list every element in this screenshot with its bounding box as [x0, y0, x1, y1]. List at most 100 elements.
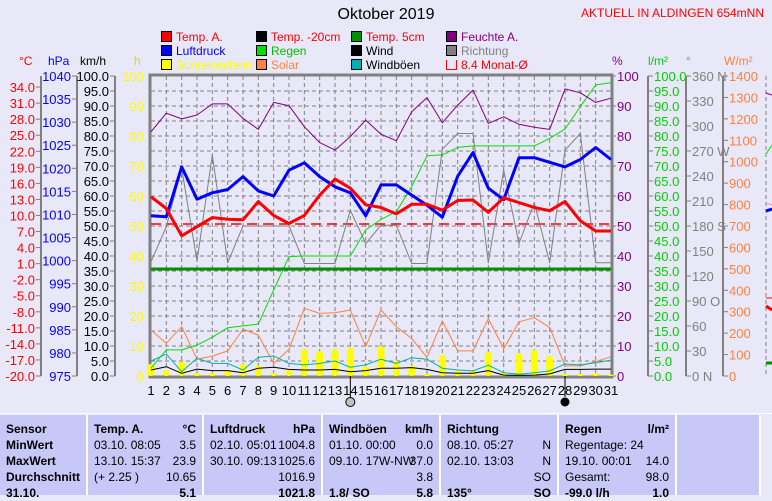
legend-swatch-icon	[256, 31, 267, 42]
cell-value: 1016.9	[278, 470, 315, 484]
table-row	[683, 437, 753, 453]
axis-tick-label: 1200	[729, 112, 758, 127]
sunshine-bar	[162, 370, 170, 376]
sunshine-bar	[193, 373, 201, 376]
axis-tick-label: 400	[729, 283, 751, 298]
axis-tick-label: 1010	[42, 207, 71, 222]
table-row	[683, 469, 753, 485]
axis-tick-label: 0	[617, 369, 624, 384]
location-label: AKTUELL IN ALDINGEN 654mNN	[581, 6, 764, 20]
x-tick-label: 19	[420, 383, 434, 398]
sunshine-bar	[515, 353, 523, 376]
axis-tick-label: 150	[692, 244, 714, 259]
legend-item: Solar	[256, 59, 299, 72]
legend-label: Temp. -20cm	[271, 30, 341, 44]
axis-tick-label: 30.0	[654, 279, 679, 294]
sunshine-bar	[208, 373, 216, 376]
table-header: 1.8/ SO 5.8	[329, 485, 433, 501]
table-column: Regen l/m² Regentage: 24 19.10. 00:01 14.0 Ge…	[559, 415, 677, 500]
axis-tick-label: 60	[130, 189, 144, 204]
axis-tick-label: 990	[49, 300, 71, 315]
x-tick-label: 4	[193, 383, 200, 398]
cell-label: 1.8/ SO	[329, 486, 370, 500]
x-tick-label: 6	[224, 383, 231, 398]
axis-tick-label: 300	[692, 119, 714, 134]
cell-label: Temp. A.	[94, 422, 144, 436]
cell-label: 02.10. 13:03	[447, 454, 514, 468]
series-line-wind	[150, 366, 611, 376]
cell-label: Sensor	[6, 422, 47, 436]
x-tick-label: 1	[147, 383, 154, 398]
series-line-windb-en	[150, 353, 612, 375]
cell-value: 5.1	[179, 486, 196, 500]
cell-value: N	[542, 438, 551, 452]
axis-tick-label: 90.0	[654, 99, 679, 114]
axis-tick-label: -14.0	[5, 337, 35, 352]
table-header	[683, 485, 753, 501]
cell-label: Durchschnitt	[6, 470, 81, 484]
cell-label: 09.10. 17W-NW	[329, 454, 415, 468]
axis-tick-label: 240	[692, 169, 714, 184]
table-row: 03.10. 08:05 3.5	[94, 437, 196, 453]
x-tick-label: 7	[239, 383, 246, 398]
axis-tick-label: -11.0	[6, 321, 35, 336]
new-moon-icon	[560, 397, 570, 407]
axis-unit-direction: °	[686, 54, 691, 68]
table-column: Richtung 08.10. 05:27 N 02.10. 13:03 N SO 135°…	[441, 415, 559, 500]
x-tick-label: 16	[374, 383, 388, 398]
legend-item: Temp. A.	[161, 31, 223, 44]
axis-tick-label: 980	[49, 346, 71, 361]
weather-chart: -20.0-17.0-14.0-11.0-8.0-5.0-2.01.04.07.…	[5, 69, 772, 407]
table-header: 135° SO	[447, 485, 551, 501]
statistics-table: Sensor MinWert MaxWert Durchschnitt 31.10. Te…	[0, 413, 772, 500]
x-tick-label: 26	[527, 383, 541, 398]
axis-tick-label: 70.0	[84, 159, 109, 174]
axis-tick-label: 10.0	[10, 208, 35, 223]
axis-tick-label: 500	[729, 262, 751, 277]
sunshine-bar	[438, 355, 446, 376]
axis-tick-label: 15.0	[654, 324, 679, 339]
legend-label: Luftdruck	[176, 44, 226, 58]
axis-tick-label: 25.0	[654, 294, 679, 309]
axis-tick-label: 100.0	[654, 69, 687, 84]
sunshine-bar	[377, 346, 385, 376]
x-tick-label: 17	[389, 383, 403, 398]
series-line-temp-a-	[150, 177, 611, 238]
axis-tick-label: 16.0	[10, 176, 35, 191]
axis-tick-label: 4.0	[17, 241, 35, 256]
axis-tick-label: 1400	[729, 69, 758, 84]
cell-value: 3.5	[179, 438, 196, 452]
sunshine-bar	[530, 349, 538, 376]
next-chart-temp	[765, 304, 772, 312]
series-line-richtung	[150, 133, 611, 264]
table-header: MaxWert	[6, 453, 80, 469]
x-tick-label: 23	[481, 383, 495, 398]
sunshine-bar	[592, 373, 600, 376]
axis-tick-label: 35.0	[84, 264, 109, 279]
axis-tick-label: 90.0	[84, 99, 109, 114]
legend-label: Richtung	[461, 44, 509, 58]
table-header: 31.10.	[6, 485, 80, 501]
axis-tick-label: 45.0	[654, 234, 679, 249]
axis-tick-label: 60	[692, 319, 706, 334]
table-row: 19.10. 00:01 14.0	[565, 453, 669, 469]
table-header: 5.1	[94, 485, 196, 501]
axis-tick-label: 90 O	[692, 294, 720, 309]
sunshine-bar	[285, 370, 293, 376]
cell-value: l/m²	[647, 422, 669, 436]
axis-tick-label: 80	[130, 129, 144, 144]
cell-label: 30.10. 09:13	[210, 454, 277, 468]
table-row: (+ 2.25 ) 10.65	[94, 469, 196, 485]
table-header: Sensor	[6, 421, 80, 437]
x-tick-label: 24	[496, 383, 510, 398]
axis-unit-humidity: %	[612, 54, 623, 68]
legend-swatch-icon	[351, 59, 362, 70]
table-row	[683, 453, 753, 469]
x-tick-label: 5	[209, 383, 216, 398]
axis-tick-label: 20.0	[654, 309, 679, 324]
axis-tick-label: 55.0	[84, 204, 109, 219]
cell-label: 02.10. 05:01	[210, 438, 277, 452]
table-row: Regentage: 24	[565, 437, 669, 453]
legend-label: Sonnenschein	[176, 58, 253, 72]
axis-tick-label: 15.0	[84, 324, 109, 339]
